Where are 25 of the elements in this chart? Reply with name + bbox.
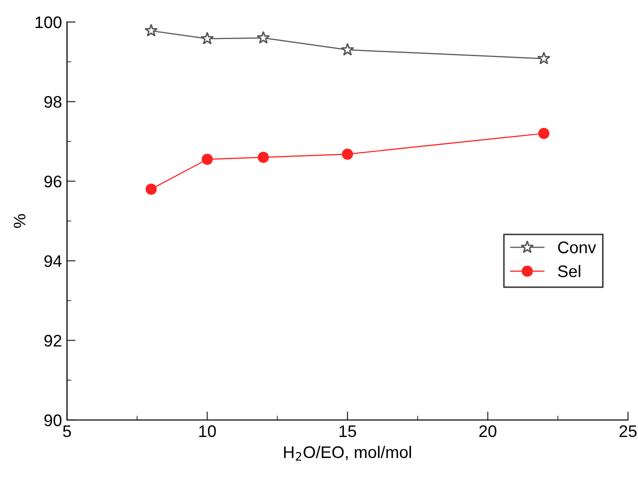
point xyxy=(200,32,214,44)
y-tick-label: 98 xyxy=(44,96,62,108)
point xyxy=(340,42,354,56)
y-axis-title: % xyxy=(14,214,26,228)
y-tick-label: 92 xyxy=(44,334,62,347)
point xyxy=(538,128,550,139)
point xyxy=(202,154,213,165)
x-tick-label: 25 xyxy=(620,425,637,438)
legend-label: Sel xyxy=(558,264,580,278)
y-tick-label: 96 xyxy=(44,176,62,188)
point xyxy=(256,30,270,44)
x-tick-label: 15 xyxy=(340,425,356,438)
point xyxy=(144,24,158,37)
point xyxy=(258,152,269,163)
x-tick-label: 5 xyxy=(63,425,71,438)
x-tick-label: 20 xyxy=(479,425,496,438)
x-axis-title: H$_{2}$O/EO, mol/mol xyxy=(284,446,411,461)
point xyxy=(537,52,550,64)
y-tick-label: 100 xyxy=(36,16,62,28)
y-tick-label: 94 xyxy=(44,255,62,268)
legend-label: Conv xyxy=(558,242,596,254)
point xyxy=(342,148,354,160)
y-tick-label: 90 xyxy=(44,414,62,426)
x-tick-label: 10 xyxy=(199,425,216,438)
point xyxy=(146,184,157,195)
